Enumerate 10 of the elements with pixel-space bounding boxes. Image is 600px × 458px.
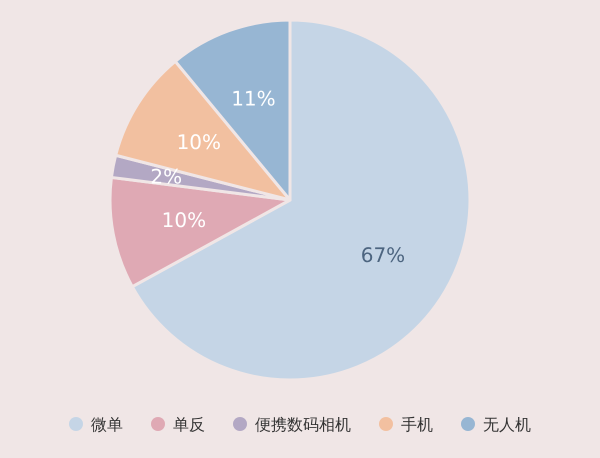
legend-label: 单反	[173, 415, 205, 434]
data-label: 10%	[162, 208, 206, 232]
data-label: 2%	[150, 164, 182, 188]
data-label: 67%	[360, 242, 406, 267]
legend-label: 便携数码相机	[255, 415, 351, 434]
legend-label: 微单	[91, 415, 123, 434]
legend-label: 无人机	[483, 415, 531, 434]
legend-label: 手机	[401, 415, 433, 434]
data-label: 11%	[231, 86, 276, 110]
data-label: 10%	[176, 130, 222, 154]
